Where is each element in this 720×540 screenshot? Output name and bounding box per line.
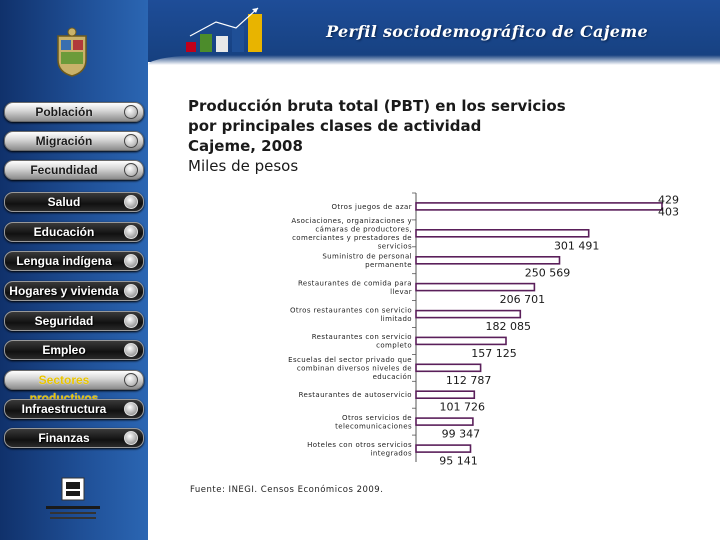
menu-knob-icon xyxy=(124,163,138,177)
menu-knob-icon xyxy=(124,195,138,209)
category-label: combinan diversos niveles de xyxy=(297,364,412,372)
header-title: Perfil sociodemográfico de Cajeme xyxy=(326,22,648,41)
menu-button-fecundidad[interactable]: Fecundidad xyxy=(4,160,144,180)
bar-3 xyxy=(415,255,561,265)
menu-button-label: Empleo xyxy=(42,343,86,357)
menu-button-infraestructura[interactable]: Infraestructura xyxy=(4,399,144,419)
category-label: comerciantes y prestadores de xyxy=(292,234,412,242)
menu-button-label: Población xyxy=(35,105,93,119)
category-label: llevar xyxy=(390,288,412,296)
menu-button-label: Fecundidad xyxy=(30,163,98,177)
bar-5 xyxy=(415,309,522,319)
menu-button-label: Finanzas xyxy=(38,431,90,445)
category-label: educación xyxy=(373,373,412,381)
data-label: 301 491 xyxy=(554,239,600,252)
menu-knob-icon xyxy=(124,402,138,416)
menu-button-salud[interactable]: Salud xyxy=(4,192,144,212)
chart-title-line-3: Cajeme, 2008 xyxy=(188,137,303,155)
bar-8 xyxy=(415,390,476,400)
menu-knob-icon xyxy=(124,254,138,268)
bar-chart-logo-icon xyxy=(186,7,262,52)
category-label: Otros juegos de azar xyxy=(331,203,412,211)
menu-button-label: Hogares y vivienda xyxy=(9,284,119,298)
data-label: 157 125 xyxy=(471,347,517,360)
bar-1 xyxy=(415,202,663,211)
menu-knob-icon xyxy=(124,431,138,445)
menu-button-label: Infraestructura xyxy=(21,402,107,416)
menu-button-finanzas[interactable]: Finanzas xyxy=(4,428,144,448)
chart-title-line-2: por principales clases de actividad xyxy=(188,117,482,135)
menu-button-label: Migración xyxy=(35,134,93,148)
menu-button-label: Educación xyxy=(33,225,95,239)
category-label: Otros restaurantes con servicio xyxy=(290,306,412,314)
category-label: completo xyxy=(376,342,412,350)
menu-button-seguridad[interactable]: Seguridad xyxy=(4,311,144,331)
data-label: 250 569 xyxy=(525,266,571,279)
chart-title-line-1: Producción bruta total (PBT) en los serv… xyxy=(188,97,566,115)
category-label: Restaurantes de autoservicio xyxy=(299,391,412,399)
data-label: 403 xyxy=(658,205,679,218)
category-label: cámaras de productores, xyxy=(315,226,412,234)
data-label: 182 085 xyxy=(486,320,532,333)
menu-knob-icon xyxy=(124,284,138,298)
category-label: permanente xyxy=(365,261,412,269)
category-label: Otros servicios de xyxy=(342,414,412,422)
menu-button-poblacion[interactable]: Población xyxy=(4,102,144,122)
category-label: limitado xyxy=(380,315,412,323)
category-label: Suministro de personal xyxy=(322,253,412,261)
menu-knob-icon xyxy=(124,373,138,387)
bar-7 xyxy=(415,363,482,373)
category-label: Restaurantes con servicio xyxy=(312,333,412,341)
category-label: Hoteles con otros servicios xyxy=(307,441,412,449)
menu-button-label: Salud xyxy=(47,195,81,209)
menu-button-educacion[interactable]: Educación xyxy=(4,222,144,242)
state-seal-logo xyxy=(57,27,87,77)
menu-button-lengua-indigena[interactable]: Lengua indígena xyxy=(4,251,144,271)
data-label: 101 726 xyxy=(440,401,486,414)
bar-9 xyxy=(415,417,474,426)
menu-knob-icon xyxy=(124,225,138,239)
menu-knob-icon xyxy=(124,134,138,148)
menu-button-empleo[interactable]: Empleo xyxy=(4,340,144,360)
category-label: Asociaciones, organizaciones y xyxy=(291,217,412,225)
menu-button-label: Seguridad xyxy=(34,314,94,328)
menu-button-label: Lengua indígena xyxy=(16,254,112,268)
inegi-logo xyxy=(46,477,100,519)
data-label: 112 787 xyxy=(446,374,492,387)
bar-6 xyxy=(415,336,507,346)
header-swoosh xyxy=(148,55,720,65)
category-label: integrados xyxy=(371,449,412,457)
bar-4 xyxy=(415,282,536,292)
bar-10 xyxy=(415,444,472,453)
category-label: servicios xyxy=(378,243,412,251)
chart-title-line-4: Miles de pesos xyxy=(188,157,299,175)
source-note: Fuente: INEGI. Censos Económicos 2009. xyxy=(190,485,384,495)
menu-knob-icon xyxy=(124,105,138,119)
data-label: 206 701 xyxy=(500,293,546,306)
chart-title: Producción bruta total (PBT) en los serv… xyxy=(188,96,608,176)
data-label: 95 141 xyxy=(439,455,478,468)
category-label: telecomunicaciones xyxy=(335,422,412,430)
menu-knob-icon xyxy=(124,314,138,328)
data-label: 99 347 xyxy=(442,428,481,441)
menu-button-hogares-y-vivienda[interactable]: Hogares y vivienda xyxy=(4,281,144,301)
menu-knob-icon xyxy=(124,343,138,357)
data-label: 429 xyxy=(658,193,679,206)
category-label: Restaurantes de comida para xyxy=(298,279,412,287)
menu-button-migracion[interactable]: Migración xyxy=(4,131,144,151)
bar-2 xyxy=(415,229,590,238)
category-label: Escuelas del sector privado que xyxy=(288,356,412,364)
